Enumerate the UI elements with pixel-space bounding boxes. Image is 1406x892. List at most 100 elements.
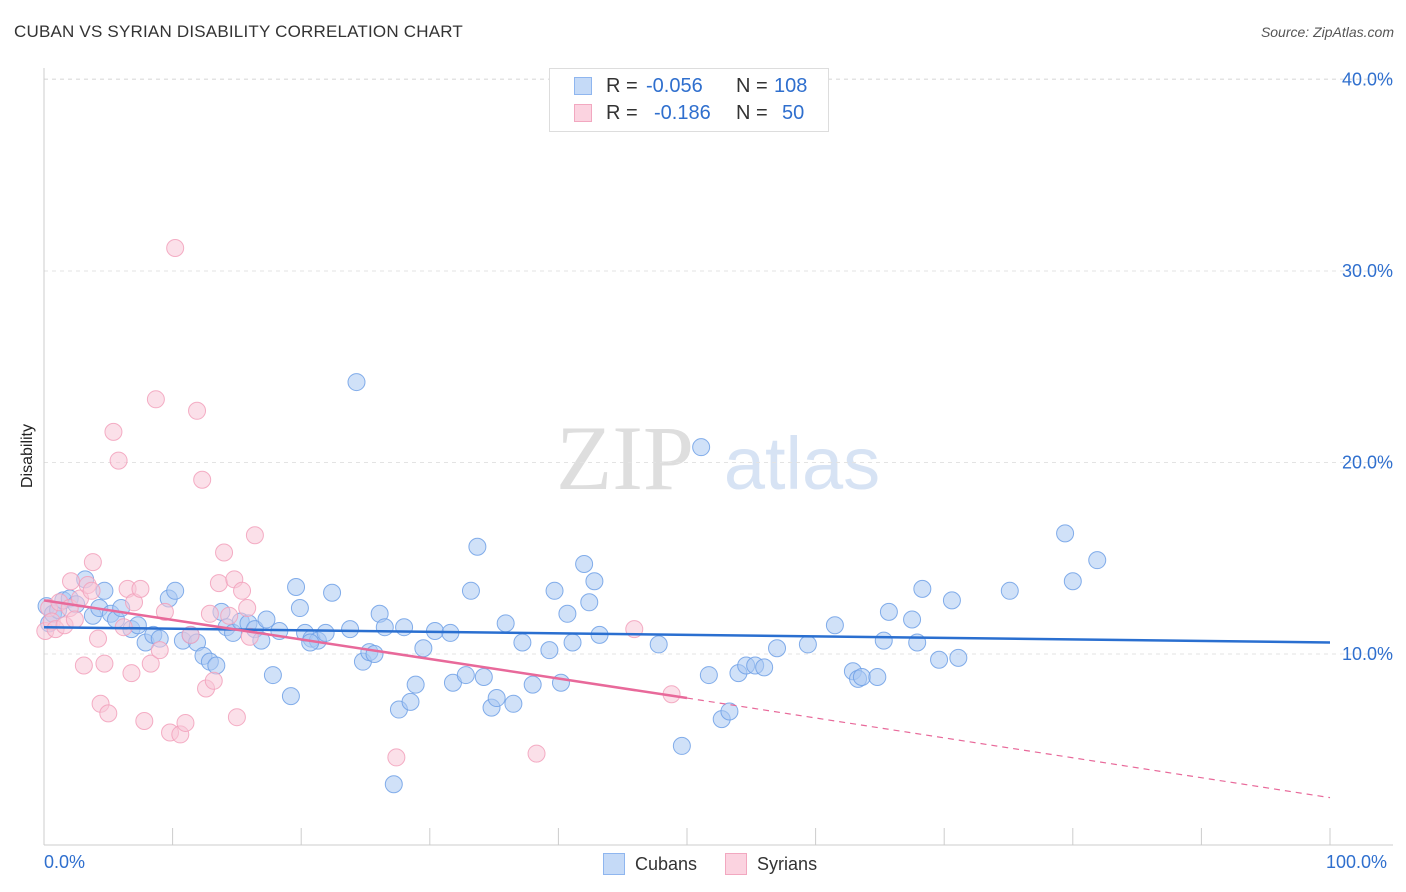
syrian-point — [122, 664, 141, 683]
cuban-point — [825, 616, 844, 635]
cuban-point — [384, 775, 403, 794]
syrian-point — [89, 629, 108, 648]
legend-swatch-cubans — [574, 77, 592, 95]
cuban-point — [166, 581, 185, 600]
cuban-point — [456, 666, 475, 685]
legend-swatch-syrians — [574, 104, 592, 122]
n-label: N = — [736, 101, 768, 124]
n-label: N = — [736, 74, 768, 97]
cuban-point — [868, 667, 887, 686]
cuban-point — [558, 604, 577, 623]
cuban-point — [930, 650, 949, 669]
syrian-trendline — [43, 599, 688, 700]
syrian-point — [245, 526, 264, 545]
syrian-point — [233, 581, 252, 600]
cuban-point — [414, 639, 433, 658]
legend-item-syrians[interactable]: Syrians — [725, 853, 817, 875]
y-tick-label: 10.0% — [1342, 644, 1393, 664]
cuban-point — [316, 623, 335, 642]
syrian-point — [238, 599, 257, 618]
series-syrians — [36, 239, 681, 767]
x-tick-label-min: 0.0% — [44, 852, 86, 872]
syrian-point — [188, 401, 207, 420]
syrian-point — [104, 422, 123, 441]
cuban-point — [942, 591, 961, 610]
cuban-point — [874, 631, 893, 650]
cuban-point — [513, 633, 532, 652]
cuban-point — [672, 736, 691, 755]
cuban-point — [461, 581, 480, 600]
legend-swatch-syrians — [725, 853, 748, 875]
syrian-point — [109, 451, 128, 470]
cuban-point — [768, 639, 787, 658]
y-tick-label: 40.0% — [1342, 70, 1393, 90]
syrian-point — [227, 708, 246, 727]
cuban-point — [504, 694, 523, 713]
syrian-point — [99, 704, 118, 723]
cuban-point — [287, 577, 306, 596]
cuban-point — [257, 610, 276, 629]
syrian-point — [135, 712, 154, 731]
cuban-point — [545, 581, 564, 600]
cuban-point — [365, 645, 384, 663]
syrian-point — [176, 713, 195, 732]
cuban-point — [649, 635, 668, 654]
legend-label-syrians: Syrians — [757, 853, 818, 874]
legend-row-syrians: R = -0.186 N = 50 — [574, 100, 804, 126]
cuban-point — [879, 602, 898, 621]
syrian-point — [209, 574, 228, 593]
cuban-point — [755, 658, 774, 677]
y-tick-label: 20.0% — [1342, 453, 1393, 473]
syrian-point — [527, 744, 546, 763]
cuban-point — [563, 633, 582, 652]
legend-swatch-cubans — [603, 853, 625, 875]
y-tick-label: 30.0% — [1342, 261, 1393, 281]
cuban-point — [540, 641, 559, 660]
r-value: -0.186 — [654, 101, 711, 124]
syrian-point — [131, 579, 150, 598]
watermark-atlas: atlas — [724, 422, 880, 505]
syrian-point — [220, 606, 239, 625]
cuban-point — [496, 614, 515, 633]
r-value: -0.056 — [646, 74, 703, 97]
cuban-point — [580, 593, 599, 612]
x-tick-label-max: 100.0% — [1326, 852, 1388, 872]
cuban-point — [949, 648, 968, 667]
cuban-point — [903, 610, 922, 629]
legend-label-cubans: Cubans — [635, 853, 698, 874]
cuban-point — [913, 579, 932, 598]
cuban-point — [468, 537, 487, 556]
r-label: R = — [606, 101, 638, 124]
legend-item-cubans[interactable]: Cubans — [603, 853, 697, 875]
n-value: 50 — [782, 101, 805, 124]
syrian-point — [65, 610, 84, 629]
cuban-point — [720, 702, 739, 721]
syrian-point — [181, 625, 200, 644]
source-label: Source: ZipAtlas.com — [1260, 24, 1394, 40]
cuban-point — [692, 438, 711, 457]
cuban-point — [1000, 581, 1019, 600]
syrian-point — [204, 671, 223, 690]
cuban-point — [290, 599, 309, 618]
legend-row-cubans: R = -0.056 N = 108 — [574, 73, 807, 99]
chart-title: CUBAN VS SYRIAN DISABILITY CORRELATION C… — [14, 22, 464, 41]
syrian-point — [215, 543, 234, 562]
syrian-point — [62, 572, 81, 591]
cuban-point — [852, 667, 871, 686]
correlation-legend: R = -0.056 N = 108 R = -0.186 N = 50 — [549, 68, 829, 132]
cuban-point — [406, 675, 425, 694]
n-value: 108 — [774, 74, 808, 97]
cuban-point — [585, 572, 604, 591]
syrian-point — [146, 390, 165, 409]
cuban-point — [375, 618, 394, 637]
syrian-point — [166, 239, 185, 258]
cuban-point — [341, 620, 360, 639]
cuban-point — [1088, 551, 1107, 570]
cuban-point — [699, 666, 718, 685]
cuban-point — [523, 675, 542, 694]
cuban-trendline — [43, 625, 1331, 644]
cuban-point — [395, 618, 414, 637]
syrian-point — [155, 602, 174, 621]
cuban-point — [347, 373, 366, 392]
